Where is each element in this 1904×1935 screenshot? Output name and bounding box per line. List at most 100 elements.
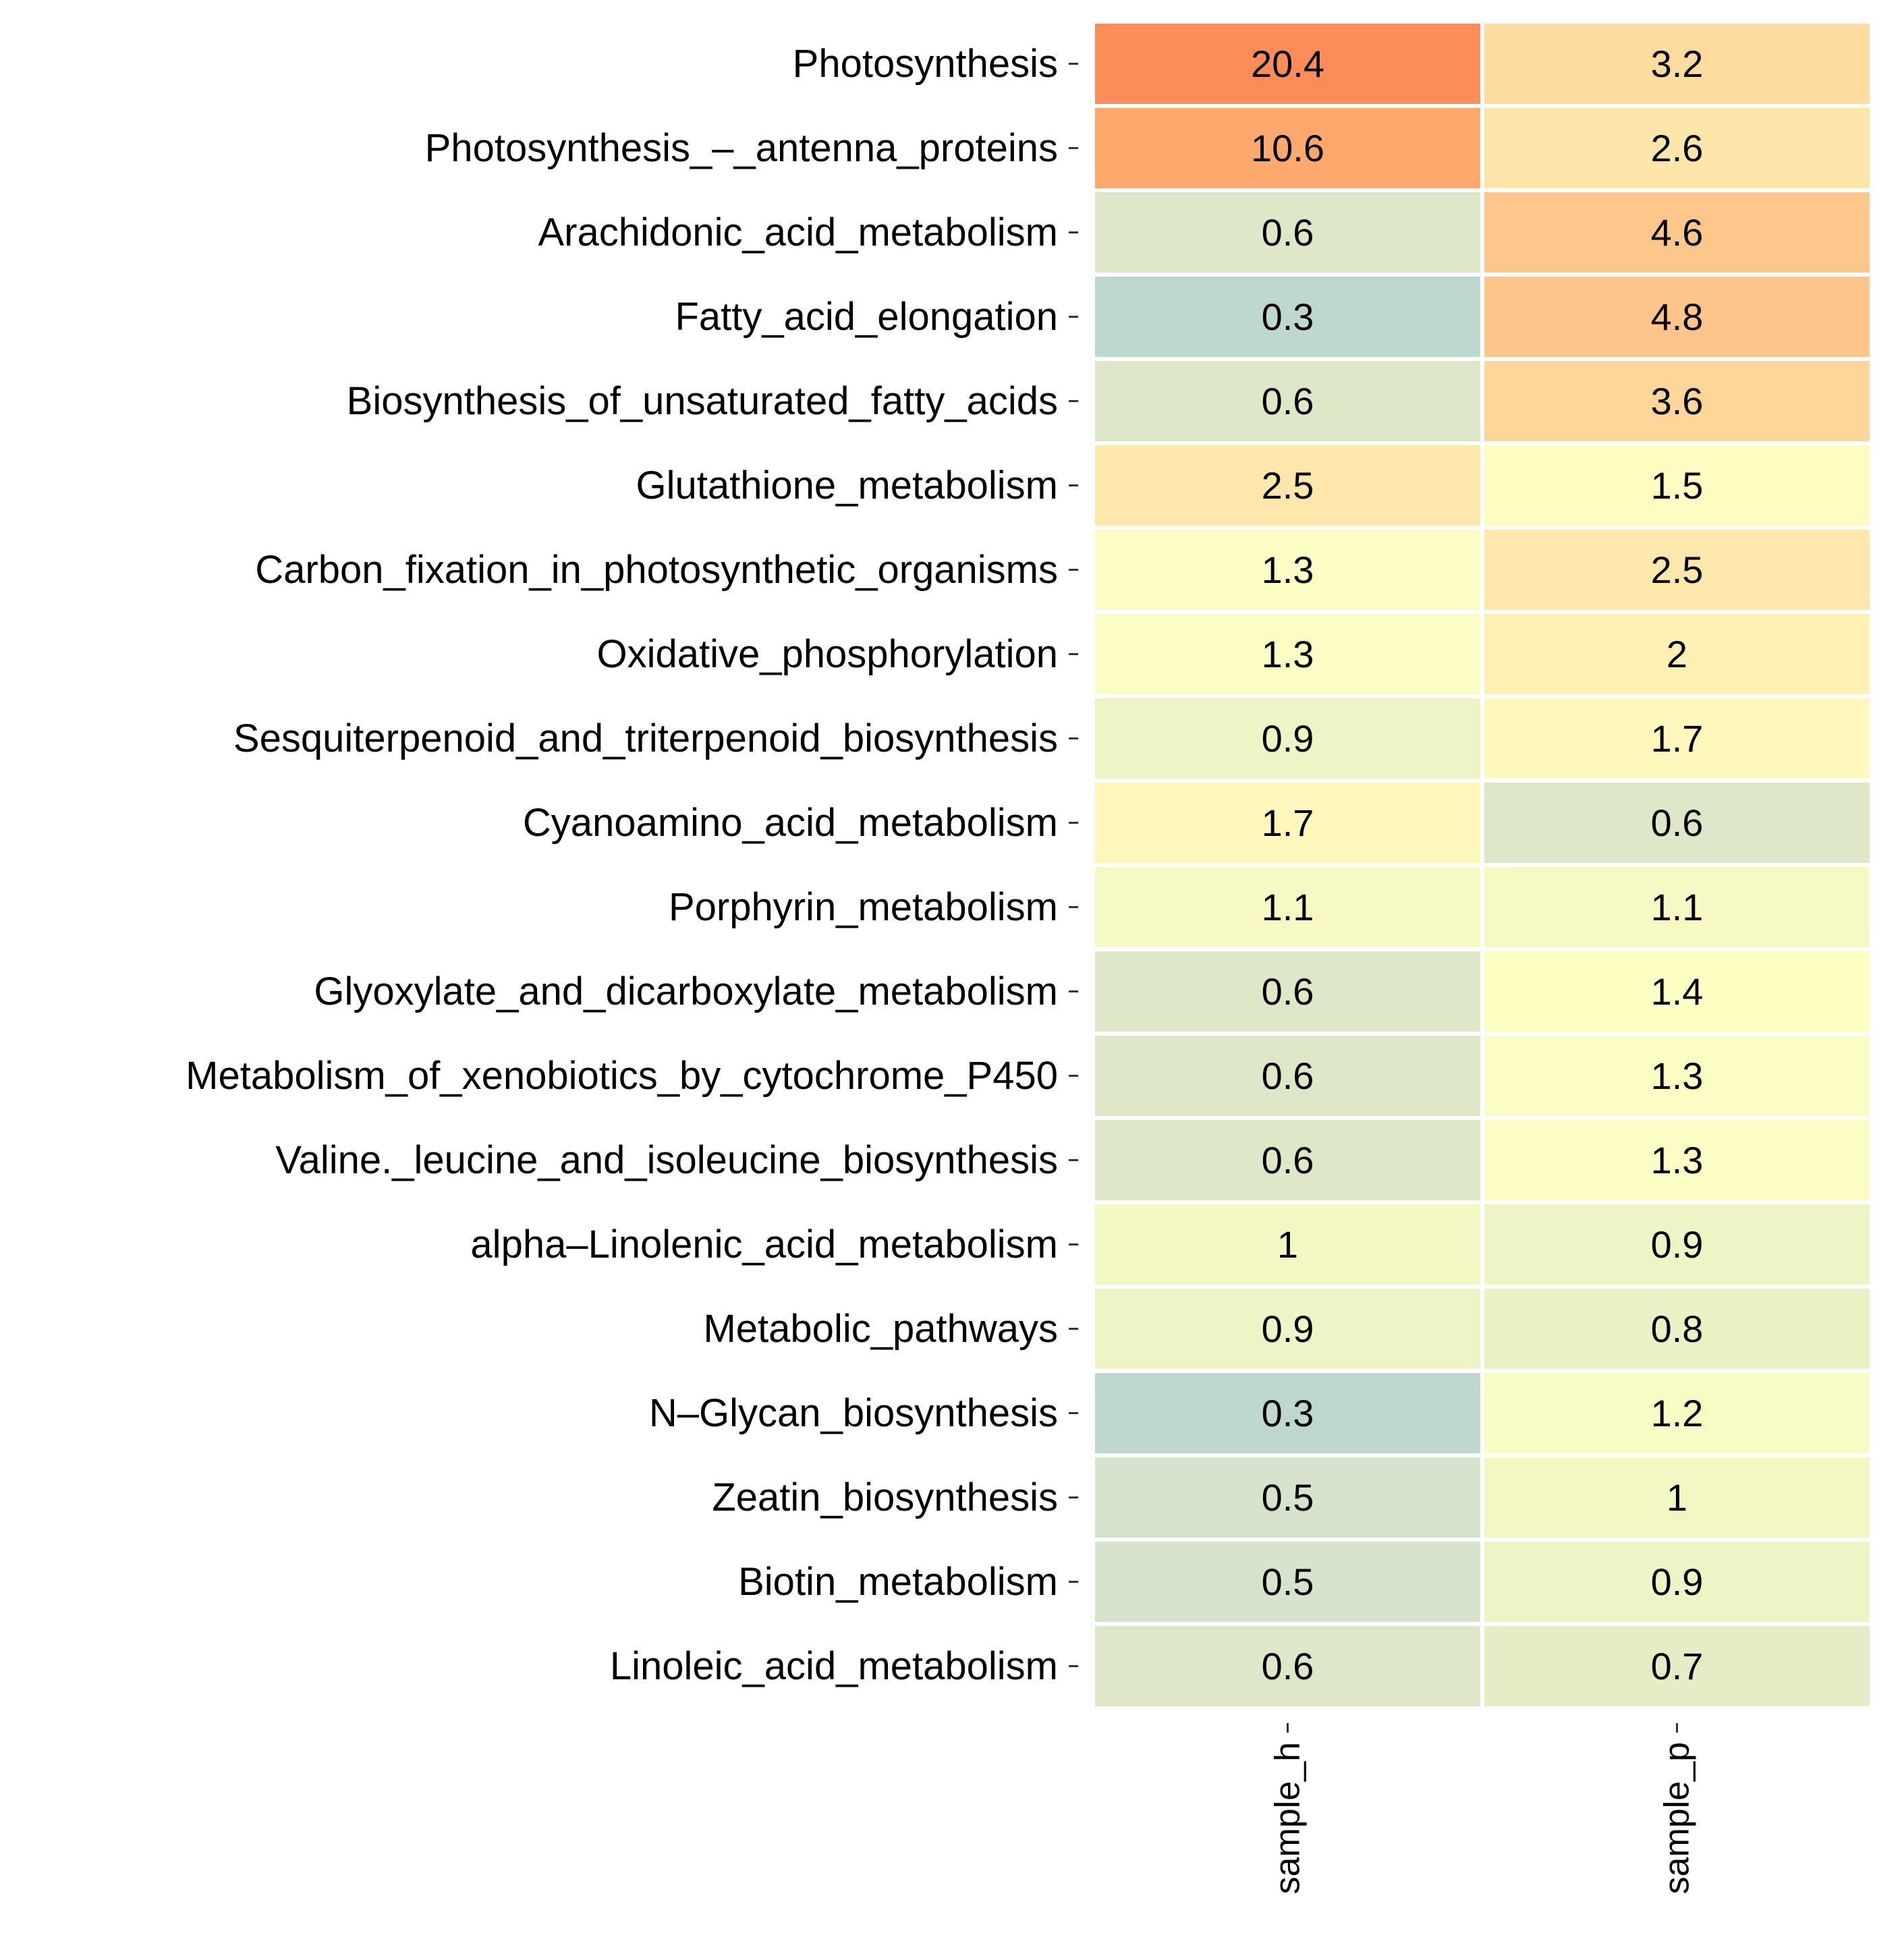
cell-value-label: 2.6 xyxy=(1651,127,1704,169)
heatmap-cell xyxy=(1484,445,1870,526)
cell-value-label: 1.3 xyxy=(1262,549,1314,591)
heatmap-cell xyxy=(1095,1373,1480,1453)
cell-value-label: 2 xyxy=(1667,633,1687,675)
cell-value-label: 4.8 xyxy=(1651,296,1704,338)
cell-value-label: 0.5 xyxy=(1262,1476,1314,1519)
row-label: Glyoxylate_and_dicarboxylate_metabolism xyxy=(314,970,1058,1013)
heatmap-cell xyxy=(1095,951,1480,1032)
cell-value-label: 1.1 xyxy=(1651,886,1704,928)
heatmap-cell xyxy=(1484,698,1870,779)
cell-value-label: 10.6 xyxy=(1251,127,1324,169)
cell-value-label: 1.1 xyxy=(1262,886,1314,928)
heatmap-cells xyxy=(1095,24,1870,1706)
heatmap-cell xyxy=(1484,1289,1870,1369)
heatmap-cell xyxy=(1095,1204,1480,1285)
cell-value-label: 3.2 xyxy=(1651,43,1704,85)
cell-value-label: 0.3 xyxy=(1262,296,1314,338)
heatmap-cell xyxy=(1095,277,1480,357)
heatmap-cell xyxy=(1484,108,1870,188)
row-label: Photosynthesis xyxy=(793,42,1058,86)
heatmap-cell xyxy=(1095,614,1480,694)
heatmap-cell-labels: 20.4 3.210.6 2.60.6 4.60.3 4.80.6 3.62.5 1.51.… xyxy=(1251,43,1703,1687)
row-labels: Photosynthesis Photosynthesis_–_antenna_p… xyxy=(186,42,1078,1688)
column-label: sample_p xyxy=(1658,1742,1697,1894)
row-label: Valine._leucine_and_isoleucine_biosynthe… xyxy=(275,1138,1058,1182)
heatmap-cell xyxy=(1484,192,1870,273)
cell-value-label: 1.7 xyxy=(1651,717,1704,760)
heatmap-cell xyxy=(1095,192,1480,273)
row-label: Metabolic_pathways xyxy=(703,1307,1058,1351)
heatmap-cell xyxy=(1095,1120,1480,1200)
cell-value-label: 3.6 xyxy=(1651,380,1704,422)
row-label: alpha–Linolenic_acid_metabolism xyxy=(470,1223,1058,1266)
heatmap-cell xyxy=(1095,698,1480,779)
cell-value-label: 0.9 xyxy=(1262,717,1314,760)
row-label: Linoleic_acid_metabolism xyxy=(610,1644,1058,1688)
heatmap-cell xyxy=(1484,783,1870,863)
heatmap-cell xyxy=(1484,277,1870,357)
cell-value-label: 0.5 xyxy=(1262,1561,1314,1603)
column-label: sample_h xyxy=(1268,1742,1308,1894)
heatmap-cell xyxy=(1484,24,1870,104)
cell-value-label: 0.9 xyxy=(1651,1223,1704,1266)
heatmap-cell xyxy=(1095,530,1480,610)
row-label: Zeatin_biosynthesis xyxy=(712,1476,1058,1519)
heatmap-cell xyxy=(1095,1542,1480,1622)
cell-value-label: 4.6 xyxy=(1651,211,1704,254)
cell-value-label: 1 xyxy=(1277,1223,1298,1266)
row-label: Sesquiterpenoid_and_triterpenoid_biosynt… xyxy=(233,717,1058,760)
heatmap-cell xyxy=(1095,867,1480,947)
row-label: Oxidative_phosphorylation xyxy=(596,632,1058,676)
row-label: Metabolism_of_xenobiotics_by_cytochrome_… xyxy=(186,1054,1058,1098)
cell-value-label: 1.4 xyxy=(1651,970,1704,1013)
heatmap-cell xyxy=(1095,1036,1480,1116)
cell-value-label: 0.6 xyxy=(1262,1645,1314,1687)
cell-value-label: 0.9 xyxy=(1651,1561,1704,1603)
heatmap-cell xyxy=(1484,951,1870,1032)
row-label: Cyanoamino_acid_metabolism xyxy=(523,801,1058,845)
heatmap-cell xyxy=(1095,1626,1480,1706)
cell-value-label: 1.3 xyxy=(1262,633,1314,675)
cell-value-label: 0.9 xyxy=(1262,1308,1314,1350)
cell-value-label: 0.6 xyxy=(1262,970,1314,1013)
cell-value-label: 2.5 xyxy=(1262,464,1314,507)
cell-value-label: 1.2 xyxy=(1651,1392,1704,1434)
cell-value-label: 20.4 xyxy=(1251,43,1324,85)
cell-value-label: 1.3 xyxy=(1651,1055,1704,1097)
row-label: Carbon_fixation_in_photosynthetic_organi… xyxy=(255,548,1058,592)
heatmap-cell xyxy=(1484,614,1870,694)
row-label: Biotin_metabolism xyxy=(738,1560,1058,1604)
cell-value-label: 0.8 xyxy=(1651,1308,1704,1350)
heatmap-cell xyxy=(1095,1289,1480,1369)
heatmap-cell xyxy=(1484,1457,1870,1538)
row-label: Arachidonic_acid_metabolism xyxy=(538,211,1058,254)
heatmap-cell xyxy=(1484,1542,1870,1622)
heatmap-cell xyxy=(1484,1626,1870,1706)
cell-value-label: 1.5 xyxy=(1651,464,1704,507)
heatmap-cell xyxy=(1484,361,1870,441)
cell-value-label: 1.7 xyxy=(1262,802,1314,844)
heatmap-cell xyxy=(1095,24,1480,104)
cell-value-label: 0.6 xyxy=(1262,1055,1314,1097)
cell-value-label: 0.6 xyxy=(1262,211,1314,254)
cell-value-label: 1 xyxy=(1667,1476,1687,1519)
heatmap-cell xyxy=(1095,783,1480,863)
row-label: Porphyrin_metabolism xyxy=(669,885,1058,929)
heatmap-cell xyxy=(1484,530,1870,610)
heatmap-cell xyxy=(1484,1373,1870,1453)
cell-value-label: 1.3 xyxy=(1651,1139,1704,1181)
heatmap-cell xyxy=(1484,1204,1870,1285)
cell-value-label: 0.6 xyxy=(1651,802,1704,844)
row-label: N–Glycan_biosynthesis xyxy=(649,1391,1058,1435)
cell-value-label: 0.6 xyxy=(1262,380,1314,422)
heatmap-cell xyxy=(1484,1036,1870,1116)
heatmap-cell xyxy=(1484,1120,1870,1200)
row-label: Photosynthesis_–_antenna_proteins xyxy=(425,126,1058,170)
cell-value-label: 0.6 xyxy=(1262,1139,1314,1181)
heatmap-cell xyxy=(1484,867,1870,947)
heatmap-cell xyxy=(1095,445,1480,526)
cell-value-label: 0.7 xyxy=(1651,1645,1704,1687)
row-label: Biosynthesis_of_unsaturated_fatty_acids xyxy=(347,379,1058,423)
heatmap-cell xyxy=(1095,1457,1480,1538)
row-label: Fatty_acid_elongation xyxy=(675,295,1058,339)
